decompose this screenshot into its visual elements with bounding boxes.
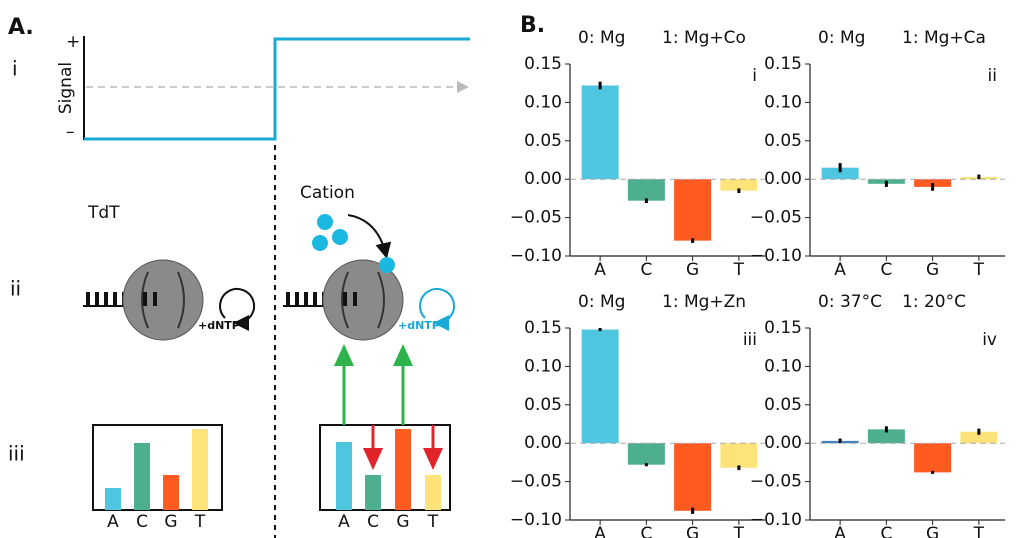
chart-title: 0: 37°C <box>818 292 882 312</box>
chart-title: 0: Mg <box>578 292 625 312</box>
y-tick-label: −0.10 <box>750 510 802 530</box>
plus: + <box>66 32 80 52</box>
x-tick-label: T <box>973 524 985 538</box>
dntp-label: +dNTP <box>398 319 440 332</box>
y-tick-label: 0.10 <box>764 92 802 112</box>
chart-title: 1: 20°C <box>902 292 966 312</box>
signal-label: Signal <box>56 62 76 114</box>
x-tick-label: T <box>733 260 745 280</box>
chart-title: 1: Mg+Co <box>662 28 746 48</box>
y-tick-label: 0.10 <box>524 92 562 112</box>
x-tick-label: C <box>640 260 652 280</box>
cation-label: Cation <box>300 183 355 203</box>
bar <box>674 443 712 511</box>
y-tick-label: −0.10 <box>750 246 802 266</box>
x-tick-label: C <box>640 524 652 538</box>
y-tick-label: 0.15 <box>524 318 562 338</box>
x-tick-label: A <box>834 524 846 538</box>
panel-number: iii <box>743 330 757 350</box>
y-tick-label: 0.10 <box>524 356 562 376</box>
enzyme-left <box>83 259 256 341</box>
schematic-bars-right <box>319 344 451 511</box>
y-tick-label: 0.10 <box>764 356 802 376</box>
base-label: C <box>136 512 148 532</box>
x-tick-label: G <box>926 524 939 538</box>
chart-title: 1: Mg+Ca <box>902 28 986 48</box>
x-tick-label: C <box>880 260 892 280</box>
x-tick-label: G <box>686 260 699 280</box>
y-tick-label: 0.05 <box>764 131 802 151</box>
bar <box>581 85 619 180</box>
x-tick-label: G <box>926 260 939 280</box>
y-tick-label: 0.05 <box>764 395 802 415</box>
y-tick-label: 0.00 <box>764 169 802 189</box>
dntp-label: +dNTP <box>198 319 240 332</box>
bar <box>720 443 758 468</box>
bar <box>867 429 905 444</box>
x-tick-label: A <box>594 524 606 538</box>
row-label: i <box>12 57 18 81</box>
y-tick-label: −0.05 <box>750 208 802 228</box>
y-tick-label: 0.05 <box>524 131 562 151</box>
x-tick-label: G <box>686 524 699 538</box>
y-tick-label: −0.10 <box>510 246 562 266</box>
y-tick-label: −0.10 <box>510 510 562 530</box>
panel-number: iv <box>982 330 997 350</box>
y-tick-label: 0.00 <box>524 169 562 189</box>
y-tick-label: 0.15 <box>764 318 802 338</box>
bar <box>627 443 665 465</box>
base-label: G <box>164 512 177 532</box>
signal-step <box>84 37 470 141</box>
base-label: G <box>396 512 409 532</box>
x-tick-label: C <box>880 524 892 538</box>
bar <box>581 329 619 444</box>
chart-title: 0: Mg <box>818 28 865 48</box>
x-tick-label: A <box>834 260 846 280</box>
bar <box>914 443 952 473</box>
x-tick-label: T <box>733 524 745 538</box>
panel-number: i <box>752 66 757 86</box>
minus: – <box>66 122 75 142</box>
chart-title: 1: Mg+Zn <box>662 292 746 312</box>
x-tick-label: T <box>973 260 985 280</box>
panel-label: B. <box>520 13 545 38</box>
bar <box>821 167 859 180</box>
y-tick-label: 0.00 <box>764 433 802 453</box>
row-label: ii <box>10 277 21 301</box>
y-tick-label: 0.15 <box>524 54 562 74</box>
y-tick-label: −0.05 <box>750 472 802 492</box>
panel-label: A. <box>8 15 34 40</box>
bar <box>720 179 758 191</box>
enzyme-right <box>283 214 456 341</box>
y-tick-label: 0.00 <box>524 433 562 453</box>
base-label: T <box>427 512 439 532</box>
bar <box>960 431 998 444</box>
y-tick-label: 0.05 <box>524 395 562 415</box>
chart-title: 0: Mg <box>578 28 625 48</box>
y-tick-label: −0.05 <box>510 472 562 492</box>
bar <box>674 179 712 241</box>
schematic-bars-left <box>92 424 223 511</box>
base-label: A <box>107 512 119 532</box>
base-label: A <box>338 512 350 532</box>
panel-number: ii <box>988 66 997 86</box>
bar <box>627 179 665 201</box>
base-label: T <box>194 512 206 532</box>
y-tick-label: −0.05 <box>510 208 562 228</box>
y-tick-label: 0.15 <box>764 54 802 74</box>
base-label: C <box>367 512 379 532</box>
enzyme-label: TdT <box>87 203 120 223</box>
row-label: iii <box>8 442 25 466</box>
x-tick-label: A <box>594 260 606 280</box>
